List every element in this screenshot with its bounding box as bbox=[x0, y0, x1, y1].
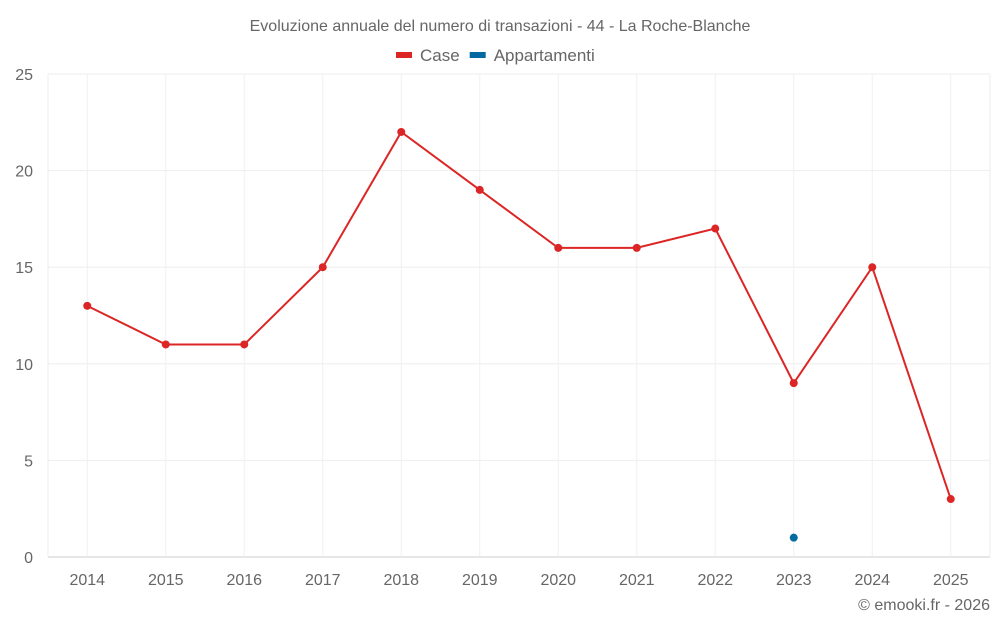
legend-swatch bbox=[469, 52, 486, 58]
data-point bbox=[161, 340, 170, 349]
data-point bbox=[318, 263, 327, 272]
x-tick-label: 2022 bbox=[697, 572, 733, 589]
y-tick-label: 25 bbox=[15, 67, 33, 84]
y-tick-label: 20 bbox=[15, 164, 33, 181]
y-tick-label: 5 bbox=[24, 453, 33, 470]
x-tick-label: 2016 bbox=[226, 572, 262, 589]
data-point bbox=[554, 243, 563, 252]
legend-swatch bbox=[396, 52, 412, 58]
x-tick-label: 2018 bbox=[383, 572, 419, 589]
data-point bbox=[711, 224, 720, 233]
data-point bbox=[240, 340, 249, 349]
data-point bbox=[397, 127, 406, 136]
x-tick-label: 2017 bbox=[305, 572, 341, 589]
data-point bbox=[83, 301, 92, 310]
data-point bbox=[789, 379, 798, 388]
x-tick-label: 2023 bbox=[776, 572, 812, 589]
legend-label: Case bbox=[420, 46, 460, 65]
x-tick-label: 2024 bbox=[854, 572, 890, 589]
y-tick-label: 0 bbox=[24, 550, 33, 567]
series-line-case bbox=[86, 130, 952, 500]
data-point bbox=[475, 185, 484, 194]
x-tick-label: 2020 bbox=[540, 572, 576, 589]
legend: Case Appartamenti bbox=[396, 46, 595, 65]
x-tick-label: 2014 bbox=[69, 572, 105, 589]
data-point bbox=[632, 243, 641, 252]
y-tick-label: 15 bbox=[15, 260, 33, 277]
series-layer bbox=[83, 127, 955, 542]
credit-text: © emooki.fr - 2026 bbox=[858, 597, 990, 614]
x-tick-label: 2015 bbox=[148, 572, 184, 589]
x-tick-label: 2021 bbox=[619, 572, 655, 589]
data-point bbox=[946, 495, 955, 504]
x-tick-label: 2019 bbox=[462, 572, 498, 589]
data-point bbox=[789, 533, 798, 542]
chart-title: Evoluzione annuale del numero di transaz… bbox=[250, 18, 751, 35]
x-tick-label: 2025 bbox=[933, 572, 969, 589]
data-point bbox=[868, 263, 877, 272]
y-tick-label: 10 bbox=[15, 357, 33, 374]
legend-label: Appartamenti bbox=[494, 46, 595, 65]
